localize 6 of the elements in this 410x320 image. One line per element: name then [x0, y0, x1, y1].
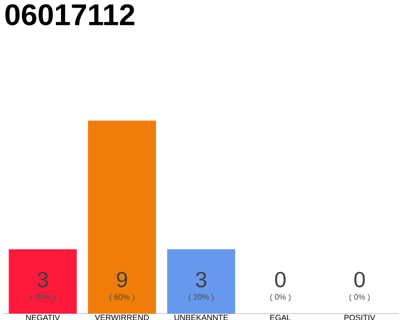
data-label: 0 [275, 272, 286, 288]
data-label: 9 [116, 272, 128, 288]
data-label: 3 [38, 272, 48, 288]
data-label: 0 [354, 272, 365, 288]
chart-title: 06017112 [5, 4, 134, 26]
data-label: 3 [196, 272, 206, 288]
